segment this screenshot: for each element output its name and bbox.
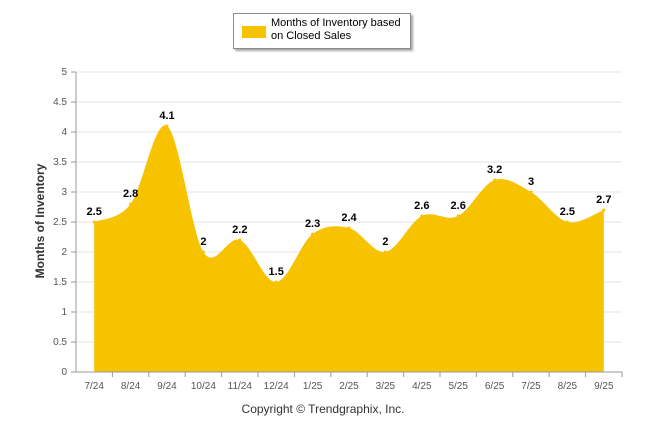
y-tick-label: 5 [61, 67, 67, 78]
data-label: 2.8 [123, 188, 138, 200]
data-label: 2.4 [341, 212, 357, 224]
y-tick-label: 4 [61, 127, 67, 138]
data-point [602, 208, 606, 212]
x-tick-label: 2/25 [339, 381, 359, 392]
data-point [274, 280, 278, 284]
data-point [311, 232, 315, 236]
legend: Months of Inventory based on Closed Sale… [233, 13, 411, 49]
y-tick-label: 0.5 [53, 337, 67, 348]
data-point [456, 214, 460, 218]
y-tick-label: 2 [61, 247, 67, 258]
x-tick-label: 8/24 [121, 381, 141, 392]
data-label: 2.6 [414, 200, 429, 212]
data-point [238, 238, 242, 242]
data-label: 2 [382, 236, 388, 248]
data-label: 2.6 [451, 200, 466, 212]
data-label: 1.5 [269, 266, 284, 278]
legend-label: Months of Inventory based on Closed Sale… [271, 17, 401, 42]
data-label: 2.3 [305, 218, 320, 230]
x-tick-label: 8/25 [558, 381, 578, 392]
data-label: 2.5 [87, 206, 102, 218]
data-label: 2 [200, 236, 206, 248]
data-label: 2.7 [596, 194, 611, 206]
data-label: 2.2 [232, 224, 247, 236]
x-tick-label: 3/25 [376, 381, 396, 392]
y-tick-label: 1.5 [53, 277, 67, 288]
x-tick-label: 6/25 [485, 381, 505, 392]
data-point [129, 202, 133, 206]
data-label: 3 [528, 176, 534, 188]
y-axis-label: Months of Inventory [33, 163, 47, 279]
y-tick-label: 2.5 [53, 217, 67, 228]
y-tick-label: 1 [61, 307, 67, 318]
legend-swatch [242, 26, 266, 38]
data-point [565, 220, 569, 224]
x-tick-label: 9/25 [594, 381, 614, 392]
y-tick-label: 0 [61, 367, 67, 378]
y-tick-label: 4.5 [53, 97, 67, 108]
x-tick-label: 1/25 [303, 381, 323, 392]
y-tick-label: 3.5 [53, 157, 67, 168]
x-tick-label: 12/24 [264, 381, 289, 392]
data-point [347, 226, 351, 230]
x-tick-label: 9/24 [157, 381, 177, 392]
x-tick-label: 10/24 [191, 381, 216, 392]
x-tick-label: 5/25 [448, 381, 468, 392]
data-label: 2.5 [560, 206, 575, 218]
x-tick-label: 4/25 [412, 381, 432, 392]
data-point [92, 220, 96, 224]
data-point [201, 250, 205, 254]
data-point [529, 190, 533, 194]
data-label: 4.1 [159, 110, 174, 122]
data-point [165, 124, 169, 128]
x-tick-label: 11/24 [228, 381, 253, 392]
y-tick-label: 3 [61, 187, 67, 198]
series-area [94, 125, 604, 373]
x-tick-label: 7/25 [521, 381, 541, 392]
x-tick-label: 7/24 [84, 381, 104, 392]
data-label: 3.2 [487, 164, 502, 176]
copyright-footer: Copyright © Trendgraphix, Inc. [241, 402, 405, 416]
data-point [383, 250, 387, 254]
data-point [420, 214, 424, 218]
data-point [493, 178, 497, 182]
